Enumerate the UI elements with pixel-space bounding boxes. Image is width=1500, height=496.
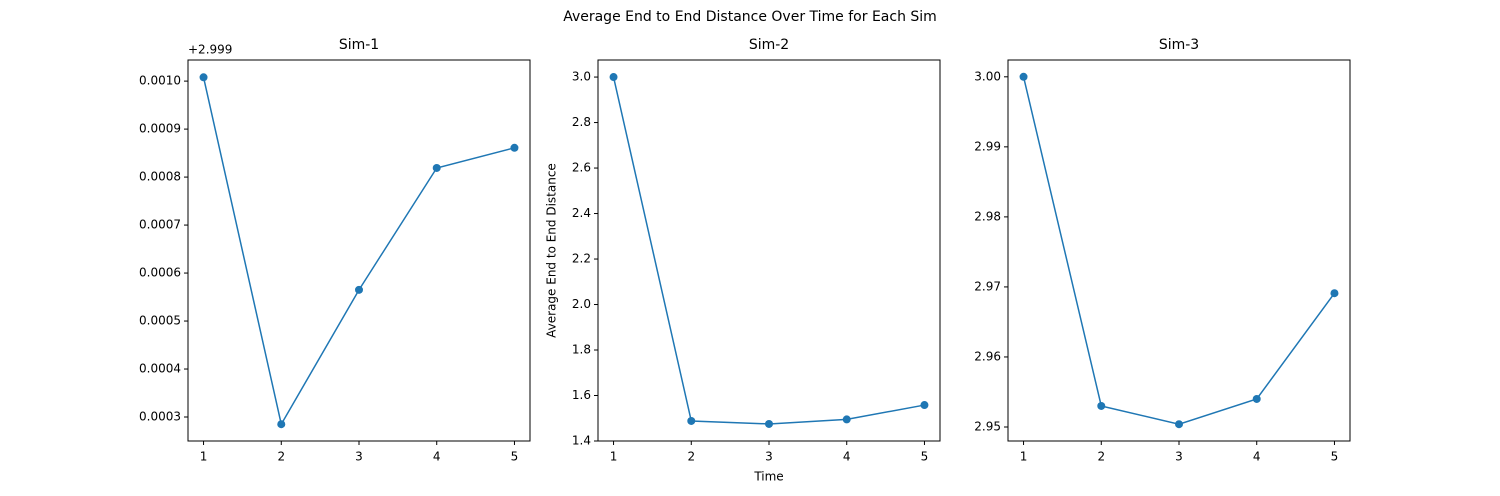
- x-tick-label: 3: [1175, 450, 1183, 464]
- data-point: [510, 143, 519, 152]
- y-tick-label: 2.4: [572, 206, 591, 220]
- subplot-title: Sim-1: [339, 37, 379, 53]
- x-tick-label: 1: [200, 450, 208, 464]
- data-point: [1330, 289, 1339, 298]
- x-tick-label: 4: [843, 450, 851, 464]
- y-tick-label: 0.0003: [139, 410, 181, 424]
- data-point: [1019, 72, 1028, 81]
- y-tick-label: 0.0010: [139, 74, 181, 88]
- y-tick-label: 2.2: [572, 252, 591, 266]
- axes-frame: [187, 59, 531, 442]
- data-point: [355, 285, 363, 294]
- x-tick-label: 1: [610, 450, 618, 464]
- x-tick-label: 5: [921, 450, 929, 464]
- y-tick-label: 2.97: [974, 279, 1001, 293]
- y-tick-label: 0.0009: [139, 122, 181, 136]
- data-point: [842, 415, 851, 424]
- y-tick-label: 2.6: [572, 161, 591, 175]
- x-axis-label: Time: [753, 470, 783, 484]
- y-tick-label: 3.00: [974, 69, 1001, 83]
- x-tick-label: 2: [687, 450, 695, 464]
- y-axis-label: Average End to End Distance: [545, 163, 559, 338]
- y-tick-label: 3.0: [572, 70, 591, 84]
- x-tick-label: 4: [433, 450, 441, 464]
- y-tick-label: 1.6: [572, 388, 591, 402]
- y-tick-label: 0.0007: [139, 218, 181, 232]
- data-point: [609, 73, 618, 82]
- figure-title: Average End to End Distance Over Time fo…: [563, 9, 937, 25]
- data-point: [1252, 394, 1261, 403]
- axes-frame: [1007, 59, 1351, 442]
- y-tick-label: 2.99: [974, 139, 1001, 153]
- y-tick-label: 2.96: [974, 349, 1001, 363]
- subplot-title: Sim-2: [749, 37, 789, 53]
- y-offset-label: +2.999: [188, 43, 232, 57]
- y-tick-label: 0.0006: [139, 266, 181, 280]
- x-tick-label: 2: [1097, 450, 1105, 464]
- x-tick-label: 3: [765, 450, 773, 464]
- x-tick-label: 4: [1253, 450, 1261, 464]
- data-point: [765, 419, 773, 428]
- x-tick-label: 5: [511, 450, 519, 464]
- y-tick-label: 2.8: [572, 115, 591, 129]
- x-tick-label: 3: [355, 450, 363, 464]
- data-point: [1175, 420, 1183, 429]
- data-point: [1097, 401, 1106, 410]
- x-tick-label: 2: [277, 450, 285, 464]
- data-point: [920, 401, 929, 410]
- y-tick-label: 1.8: [572, 343, 591, 357]
- y-tick-label: 0.0004: [139, 362, 181, 376]
- axes-frame: [597, 59, 941, 442]
- data-point: [277, 420, 286, 429]
- subplot-title: Sim-3: [1159, 37, 1199, 53]
- y-tick-label: 2.98: [974, 209, 1001, 223]
- y-tick-label: 0.0008: [139, 170, 181, 184]
- data-point: [199, 73, 208, 82]
- x-tick-label: 1: [1020, 450, 1028, 464]
- x-tick-label: 5: [1331, 450, 1339, 464]
- data-point: [687, 416, 696, 425]
- y-tick-label: 2.95: [974, 419, 1001, 433]
- y-tick-label: 0.0005: [139, 314, 181, 328]
- y-tick-label: 2.0: [572, 297, 591, 311]
- y-tick-label: 1.4: [572, 434, 591, 448]
- data-point: [432, 163, 441, 172]
